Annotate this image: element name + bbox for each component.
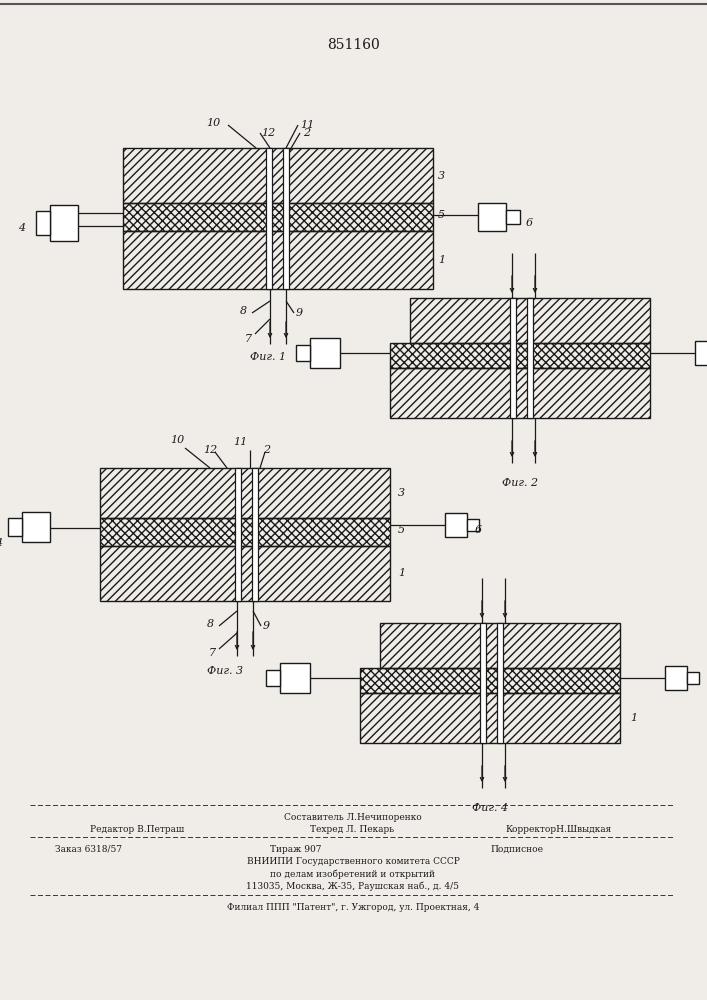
Text: 8: 8 — [240, 306, 247, 316]
Bar — [360, 668, 620, 693]
Bar — [480, 623, 486, 743]
Text: 2: 2 — [303, 128, 310, 138]
Bar — [123, 203, 433, 231]
Bar — [123, 148, 433, 203]
Text: Редактор В.Петраш: Редактор В.Петраш — [90, 824, 185, 834]
Text: Филиал ППП "Патент", г. Ужгород, ул. Проектная, 4: Филиал ППП "Патент", г. Ужгород, ул. Про… — [227, 902, 479, 912]
Text: 1: 1 — [398, 568, 405, 578]
Bar — [380, 623, 620, 668]
Text: 7: 7 — [245, 334, 252, 344]
Bar — [665, 666, 687, 690]
Bar — [100, 518, 390, 546]
Bar — [527, 298, 533, 418]
Text: Техред Л. Пекарь: Техред Л. Пекарь — [310, 824, 394, 834]
Text: 9: 9 — [296, 308, 303, 318]
Text: 10: 10 — [206, 118, 221, 128]
Bar — [445, 513, 467, 537]
Bar — [123, 231, 433, 289]
Text: Фиг. 3: Фиг. 3 — [207, 666, 243, 676]
Bar — [510, 298, 516, 418]
Text: 3: 3 — [398, 488, 405, 498]
Bar — [100, 468, 390, 518]
Bar — [296, 345, 310, 361]
Bar — [390, 368, 650, 418]
Text: 4: 4 — [18, 223, 25, 233]
Text: 113035, Москва, Ж-35, Раушская наб., д. 4/5: 113035, Москва, Ж-35, Раушская наб., д. … — [247, 881, 460, 891]
Bar — [390, 343, 650, 368]
Bar — [687, 672, 699, 684]
Bar — [235, 468, 241, 601]
Text: Фиг. 4: Фиг. 4 — [472, 803, 508, 813]
Bar — [36, 211, 50, 235]
Bar — [695, 341, 707, 365]
Text: 3: 3 — [438, 171, 445, 181]
Text: 11: 11 — [233, 437, 247, 447]
Text: 4: 4 — [0, 538, 2, 548]
Text: 5: 5 — [438, 210, 445, 220]
Text: 851160: 851160 — [327, 38, 380, 52]
Text: 6: 6 — [526, 218, 533, 228]
Bar — [283, 148, 289, 289]
Bar — [50, 205, 78, 241]
Text: КорректорН.Швыдкая: КорректорН.Швыдкая — [505, 824, 612, 834]
Text: 12: 12 — [261, 128, 275, 138]
Bar — [8, 518, 22, 536]
Text: ВНИИПИ Государственного комитета СССР: ВНИИПИ Государственного комитета СССР — [247, 857, 460, 866]
Text: 7: 7 — [209, 648, 216, 658]
Text: 6: 6 — [475, 525, 482, 535]
Bar — [360, 693, 620, 743]
Text: 1: 1 — [438, 255, 445, 265]
Bar — [506, 210, 520, 224]
Text: по делам изобретений и открытий: по делам изобретений и открытий — [271, 869, 436, 879]
Text: 1: 1 — [630, 713, 637, 723]
Text: Заказ 6318/57: Заказ 6318/57 — [55, 844, 122, 854]
Bar — [478, 203, 506, 231]
Bar — [280, 663, 310, 693]
Text: 9: 9 — [263, 621, 270, 631]
Bar — [266, 148, 272, 289]
Bar — [22, 512, 50, 542]
Bar — [266, 670, 280, 686]
Text: 5: 5 — [398, 525, 405, 535]
Text: Фиг. 1: Фиг. 1 — [250, 352, 286, 362]
Bar — [467, 519, 479, 531]
Text: Подписное: Подписное — [490, 844, 543, 854]
Text: 12: 12 — [203, 445, 217, 455]
Text: 2: 2 — [263, 445, 270, 455]
Text: Фиг. 2: Фиг. 2 — [502, 478, 538, 488]
Text: 11: 11 — [300, 120, 314, 130]
Text: Тираж 907: Тираж 907 — [270, 844, 322, 854]
Bar — [497, 623, 503, 743]
Text: 8: 8 — [207, 619, 214, 629]
Bar — [410, 298, 650, 343]
Bar — [252, 468, 258, 601]
Bar — [100, 546, 390, 601]
Text: 10: 10 — [170, 435, 185, 445]
Bar — [310, 338, 340, 368]
Text: Составитель Л.Нечипоренко: Составитель Л.Нечипоренко — [284, 812, 422, 822]
